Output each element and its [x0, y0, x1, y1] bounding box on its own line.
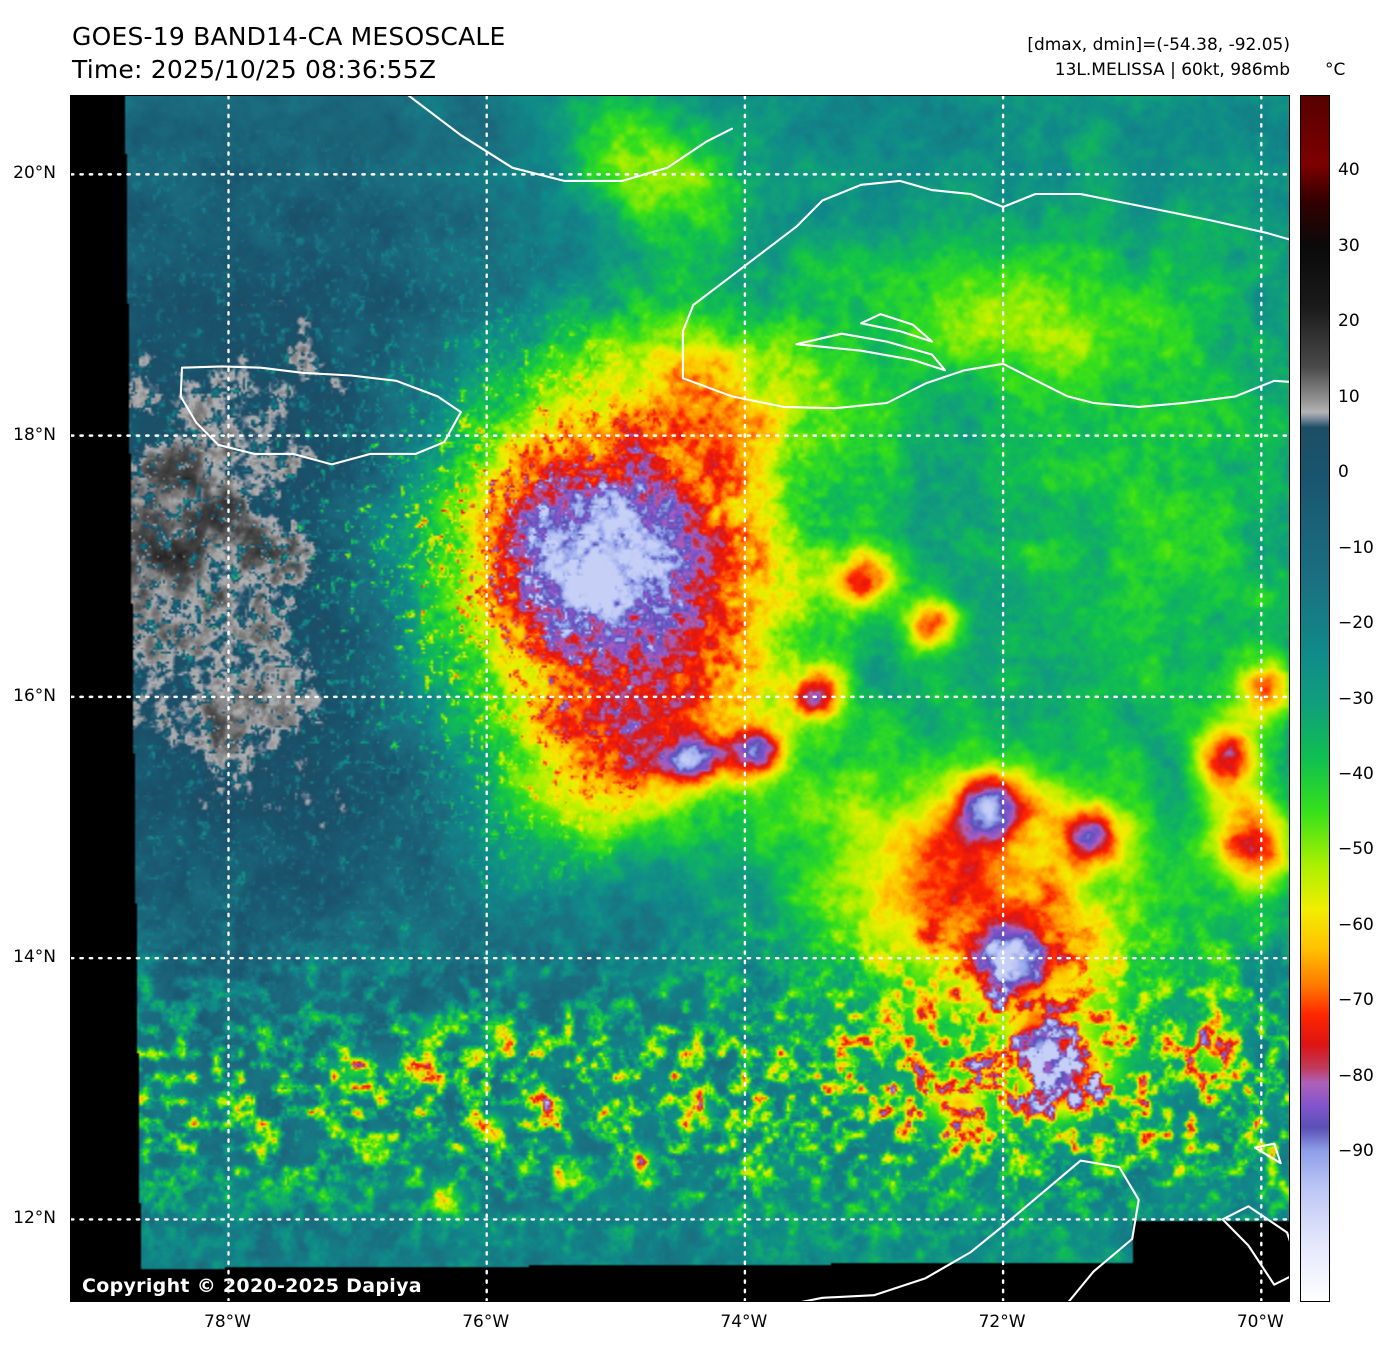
coastline-venezuela-paraguana	[1221, 1205, 1289, 1286]
colorbar-unit-label: °C	[1325, 60, 1346, 80]
satellite-title: GOES-19 BAND14-CA MESOSCALE	[72, 22, 506, 51]
colorbar-tick-label: 10	[1338, 386, 1360, 407]
lat-tick-label: 16°N	[13, 685, 56, 706]
colorbar-tick-label: −20	[1338, 613, 1374, 634]
coastline-aruba-curacao	[1253, 1142, 1282, 1165]
lat-tick-label: 14°N	[13, 947, 56, 968]
dmax-dmin-label: [dmax, dmin]=(-54.38, -92.05)	[1027, 35, 1290, 55]
colorbar-tick-label: −60	[1338, 914, 1374, 935]
colorbar-tick-label: −90	[1338, 1141, 1374, 1162]
lon-tick-label: 72°W	[978, 1312, 1026, 1332]
colorbar-tick-label: 40	[1338, 160, 1360, 181]
colorbar-tick-label: 20	[1338, 311, 1360, 332]
satellite-image-panel[interactable]	[70, 95, 1290, 1302]
colorbar-tick-label: −70	[1338, 990, 1374, 1011]
colorbar-gradient	[1301, 96, 1329, 1301]
timestamp-label: Time: 2025/10/25 08:36:55Z	[72, 55, 437, 84]
colorbar-tick-label: 0	[1338, 462, 1349, 483]
coastline-overlay	[179, 96, 1289, 1301]
colorbar-tick-label: −10	[1338, 537, 1374, 558]
coastline-jamaica	[179, 365, 462, 466]
lon-tick-label: 76°W	[462, 1312, 510, 1332]
coastline-gonave-island	[860, 313, 934, 343]
coastline-hispaniola-inner-bay	[795, 332, 947, 372]
coastline-cuba-south-coast	[407, 96, 734, 182]
lat-tick-label: 12°N	[13, 1208, 56, 1229]
coastline-hispaniola	[681, 179, 1289, 410]
storm-info-label: 13L.MELISSA | 60kt, 986mb	[1054, 60, 1290, 80]
page-title: GOES-19 BAND14-CA MESOSCALE Time: 2025/1…	[72, 20, 506, 86]
colorbar-tick-label: 30	[1338, 235, 1360, 256]
colorbar-tick-label: −40	[1338, 763, 1374, 784]
colorbar-tick-label: −80	[1338, 1065, 1374, 1086]
colorbar-tick-label: −50	[1338, 839, 1374, 860]
lon-tick-label: 78°W	[204, 1312, 251, 1332]
lon-tick-label: 70°W	[1236, 1312, 1284, 1332]
metadata-block: [dmax, dmin]=(-54.38, -92.05) 13L.MELISS…	[1027, 33, 1290, 83]
temperature-colorbar[interactable]	[1300, 95, 1330, 1302]
ir-brightness-temperature-heatmap	[71, 96, 1289, 1301]
lat-tick-label: 20°N	[13, 163, 56, 184]
lat-tick-label: 18°N	[13, 424, 56, 445]
colorbar-tick-label: −30	[1338, 688, 1374, 709]
coastline-south-america-coast	[801, 1159, 1140, 1301]
lat-lon-gridlines	[71, 96, 1289, 1301]
copyright-notice: Copyright © 2020-2025 Dapiya	[82, 1275, 422, 1297]
lon-tick-label: 74°W	[720, 1312, 768, 1332]
